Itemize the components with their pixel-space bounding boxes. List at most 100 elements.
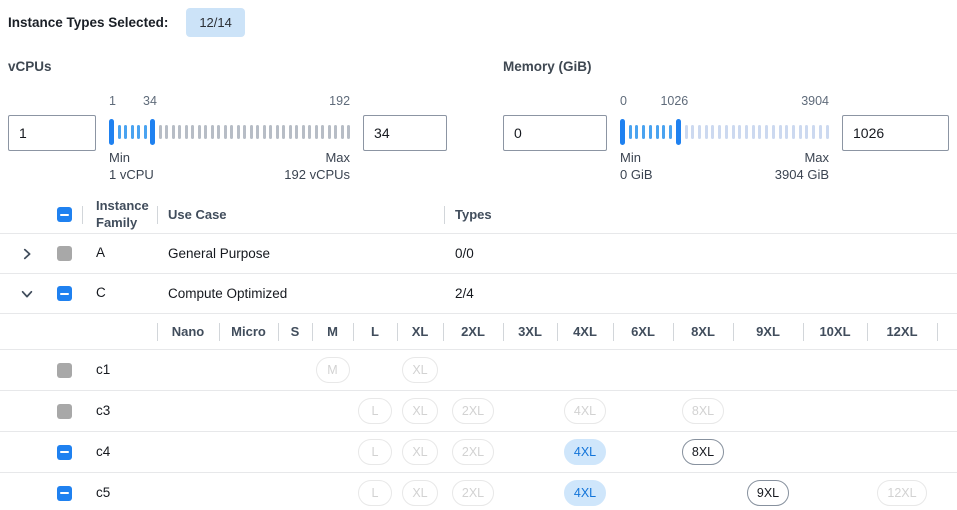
- memory-min-input[interactable]: [503, 115, 608, 151]
- slider-tick: [130, 125, 134, 139]
- types-count: 2/4: [455, 286, 474, 301]
- vcpus-max-label: Max: [325, 150, 351, 165]
- family-checkbox-a: [57, 246, 72, 261]
- slider-tick: [711, 125, 715, 139]
- collapse-chevron-icon[interactable]: [20, 287, 34, 301]
- slider-tick: [210, 125, 214, 139]
- family-row-c: C Compute Optimized 2/4: [0, 274, 957, 314]
- instance-row-c1: c1 M XL: [0, 350, 957, 391]
- memory-max-label: Max: [804, 150, 829, 165]
- filters-section: vCPUs 1 34 192 Min Max 1 vCPU 192 vCPUs: [0, 59, 957, 183]
- vcpus-max-sub: 192 vCPUs: [284, 167, 351, 182]
- slider-tick: [347, 125, 350, 139]
- memory-max-input[interactable]: [842, 115, 949, 151]
- column-header-use-case: Use Case: [157, 207, 444, 222]
- slider-tick: [778, 125, 782, 139]
- slider-tick: [308, 125, 311, 139]
- memory-scale-start: 0: [620, 94, 627, 108]
- slider-min-handle[interactable]: [620, 119, 626, 145]
- size-chip-c4-8xl[interactable]: 8XL: [681, 439, 725, 465]
- slider-tick: [724, 125, 728, 139]
- slider-tick: [738, 125, 742, 139]
- slider-max-handle[interactable]: [150, 119, 155, 145]
- slider-tick: [236, 125, 240, 139]
- slider-tick: [812, 125, 816, 139]
- selected-count-badge: 12/14: [186, 8, 245, 37]
- slider-tick: [642, 125, 646, 139]
- slider-tick: [124, 125, 127, 139]
- slider-tick: [771, 125, 775, 139]
- slider-tick: [137, 125, 140, 139]
- vcpus-min-input[interactable]: [8, 115, 96, 151]
- slider-tick: [765, 125, 769, 139]
- selected-count-label: Instance Types Selected:: [8, 15, 169, 30]
- vcpus-slider-track[interactable]: [109, 118, 350, 146]
- size-column-header-micro: Micro: [219, 314, 278, 349]
- memory-slider: 0 1026 3904 Min Max 0 GiB 3904 GiB: [620, 94, 829, 183]
- slider-tick: [718, 125, 722, 139]
- size-chip-c1-xl: XL: [402, 357, 438, 383]
- size-chip-c3-8xl: 8XL: [681, 398, 725, 424]
- vcpus-min-label: Min: [109, 150, 130, 165]
- slider-tick: [184, 125, 188, 139]
- size-chip-c4-l: L: [358, 439, 392, 465]
- memory-scale-mid: 1026: [660, 94, 689, 108]
- memory-slider-track[interactable]: [620, 118, 829, 146]
- slider-min-handle[interactable]: [109, 119, 114, 145]
- size-column-header-xl: XL: [397, 314, 443, 349]
- family-checkbox-c[interactable]: [57, 286, 72, 301]
- slider-tick: [256, 125, 259, 139]
- vcpus-filter: vCPUs 1 34 192 Min Max 1 vCPU 192 vCPUs: [8, 59, 448, 183]
- size-columns-header-row: Nano Micro S M L XL 2XL 3XL 4XL 6XL 8XL 9XL 10XL 12XL: [0, 314, 957, 350]
- instance-checkbox-c4[interactable]: [57, 444, 72, 460]
- slider-tick: [825, 125, 829, 139]
- instance-checkbox-c1: [57, 362, 72, 378]
- slider-tick: [792, 125, 795, 139]
- instance-name: c4: [96, 443, 111, 459]
- slider-tick: [340, 125, 344, 139]
- slider-max-handle[interactable]: [675, 119, 681, 145]
- slider-tick: [662, 125, 666, 139]
- size-chip-c4-4xl[interactable]: 4XL: [563, 439, 607, 465]
- size-chip-c4-xl: XL: [402, 439, 438, 465]
- slider-tick: [223, 125, 227, 139]
- vcpus-scale-mid: 34: [143, 94, 157, 108]
- types-count: 0/0: [455, 246, 474, 261]
- slider-tick: [217, 125, 220, 139]
- instance-checkbox-c3: [57, 403, 72, 419]
- expand-chevron-icon[interactable]: [20, 247, 34, 261]
- size-column-header-9xl: 9XL: [733, 314, 803, 349]
- size-chip-c3-l: L: [358, 398, 392, 424]
- slider-tick: [117, 125, 121, 139]
- slider-tick: [171, 125, 175, 139]
- slider-tick: [805, 125, 809, 139]
- size-column-header-6xl: 6XL: [613, 314, 673, 349]
- size-column-header-m: M: [312, 314, 353, 349]
- size-column-header-12xl: 12XL: [867, 314, 937, 349]
- memory-min-label: Min: [620, 150, 641, 165]
- slider-tick: [327, 125, 331, 139]
- select-all-checkbox[interactable]: [57, 207, 72, 222]
- slider-tick: [697, 125, 701, 139]
- column-header-instance-family: Instance Family: [80, 198, 149, 231]
- size-column-header-2xl: 2XL: [443, 314, 503, 349]
- slider-tick: [798, 125, 802, 139]
- slider-tick: [165, 125, 168, 139]
- slider-tick: [785, 125, 789, 139]
- slider-tick: [818, 125, 822, 139]
- vcpus-scale-end: 192: [329, 94, 351, 108]
- slider-tick: [230, 125, 233, 139]
- size-column-header-4xl: 4XL: [557, 314, 613, 349]
- instance-name: c3: [96, 402, 111, 418]
- slider-tick: [295, 125, 298, 139]
- family-name: C: [96, 285, 106, 301]
- slider-tick: [301, 125, 305, 139]
- size-chip-c5-4xl[interactable]: 4XL: [563, 480, 607, 506]
- size-chip-c5-9xl[interactable]: 9XL: [746, 480, 790, 506]
- size-column-header-s: S: [278, 314, 312, 349]
- vcpus-max-input[interactable]: [363, 115, 448, 151]
- column-header-types: Types: [444, 207, 957, 222]
- slider-tick: [731, 125, 735, 139]
- instance-checkbox-c5[interactable]: [57, 485, 72, 501]
- slider-tick: [744, 125, 748, 139]
